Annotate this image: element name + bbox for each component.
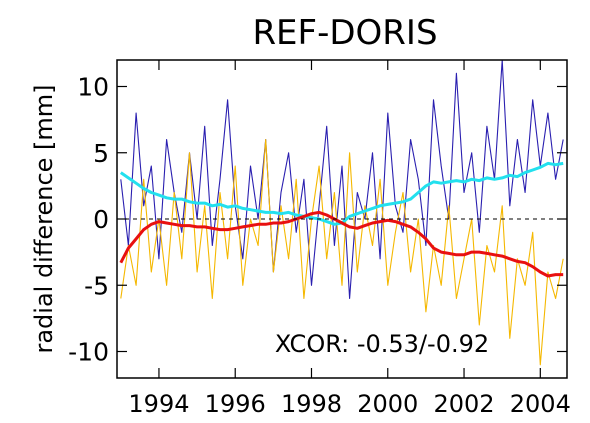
y-tick-label: 10 [77, 73, 109, 102]
x-tick-label: 1996 [205, 390, 266, 418]
x-tick-label: 2004 [510, 390, 571, 418]
y-tick-label: -5 [84, 271, 109, 300]
annotation: XCOR: -0.53/-0.92 [275, 330, 489, 358]
x-tick-label: 2000 [357, 390, 418, 418]
x-tick-label: 1994 [128, 390, 189, 418]
series-line [119, 210, 564, 278]
plot-area [117, 60, 567, 366]
y-tick-label: -10 [68, 338, 109, 367]
y-tick-label: 5 [93, 139, 109, 168]
series-line [120, 60, 564, 300]
y-axis-label: radial difference [mm] [30, 84, 58, 353]
x-tick-label: 2002 [433, 390, 494, 418]
y-tick-label: 0 [93, 205, 109, 234]
chart-title: REF-DORIS [252, 13, 437, 53]
x-tick-label: 1998 [281, 390, 342, 418]
